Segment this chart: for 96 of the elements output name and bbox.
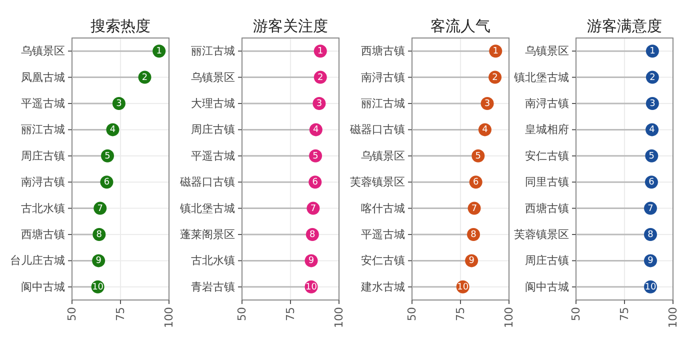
annotation: 10 — [457, 282, 469, 292]
annotation: 2 — [492, 72, 498, 83]
annotation: 8 — [96, 230, 102, 240]
annotation: 9 — [308, 256, 314, 266]
annotation: 2 — [142, 72, 148, 83]
y-tick-label: 平遥古城 — [191, 149, 235, 162]
annotation: 3 — [116, 99, 122, 109]
y-tick-label: 台儿庄古城 — [10, 254, 65, 268]
y-tick-label: 皇城相府 — [525, 123, 569, 136]
y-tick-label: 南浔古镇 — [361, 70, 405, 84]
annotation: 4 — [313, 125, 320, 136]
x-tick-label: 75 — [114, 307, 127, 321]
x-tick-label: 100 — [502, 307, 516, 328]
y-tick-label: 古北水镇 — [191, 254, 235, 268]
annotation: 10 — [306, 282, 318, 292]
annotation: 5 — [312, 151, 318, 162]
annotation: 7 — [97, 204, 103, 214]
y-tick-label: 周庄古镇 — [525, 254, 569, 268]
x-tick-label: 100 — [666, 307, 680, 328]
y-tick-label: 乌镇景区 — [21, 44, 65, 58]
x-tick-label: 50 — [406, 307, 418, 321]
y-tick-label: 丽江古城 — [361, 97, 405, 110]
annotation: 6 — [104, 178, 110, 188]
annotation: 1 — [650, 46, 656, 57]
annotation: 1 — [492, 46, 498, 57]
x-tick-label: 75 — [284, 307, 297, 321]
annotation: 4 — [649, 125, 656, 136]
y-tick-label: 南浔古镇 — [21, 176, 65, 189]
y-tick-label: 安仁古镇 — [361, 254, 405, 268]
x-tick-label: 50 — [570, 307, 582, 321]
annotation: 3 — [316, 99, 322, 109]
y-tick-label: 平遥古城 — [361, 228, 405, 241]
annotation: 1 — [318, 46, 324, 57]
annotation: 2 — [318, 72, 324, 83]
annotation: 1 — [156, 46, 162, 57]
annotation: 6 — [472, 178, 479, 188]
annotation: 5 — [648, 151, 655, 162]
annotation: 7 — [310, 204, 316, 214]
annotation: 6 — [648, 178, 655, 188]
y-tick-label: 丽江古城 — [191, 44, 235, 58]
y-tick-label: 平遥古城 — [21, 97, 65, 110]
annotation: 7 — [648, 204, 654, 214]
annotation: 4 — [110, 125, 116, 136]
y-tick-label: 蓬莱阁景区 — [180, 228, 235, 241]
y-tick-label: 周庄古镇 — [191, 123, 235, 136]
y-tick-label: 芙蓉镇景区 — [350, 176, 405, 189]
x-tick-label: 75 — [454, 307, 467, 321]
y-tick-label: 古北水镇 — [21, 202, 65, 215]
chart-title: 游客关注度 — [253, 17, 328, 35]
y-tick-label: 周庄古镇 — [21, 149, 65, 162]
y-tick-label: 磁器口古镇 — [179, 176, 235, 189]
annotation: 8 — [310, 230, 316, 240]
chart-title: 搜索热度 — [90, 17, 150, 35]
annotation: 8 — [648, 230, 654, 240]
annotation: 6 — [312, 178, 318, 188]
y-tick-label: 镇北堡古城 — [513, 70, 569, 84]
y-tick-label: 丽江古城 — [21, 123, 65, 136]
y-tick-label: 芙蓉镇景区 — [514, 228, 569, 241]
y-tick-label: 阆中古城 — [21, 280, 65, 294]
y-tick-label: 乌镇景区 — [525, 44, 569, 58]
annotation: 9 — [648, 256, 654, 266]
y-tick-label: 青岩古镇 — [191, 280, 235, 294]
y-tick-label: 西塘古镇 — [21, 228, 65, 241]
x-tick-label: 100 — [162, 307, 176, 328]
annotation: 9 — [468, 256, 475, 266]
annotation: 3 — [650, 99, 656, 109]
annotation: 2 — [650, 72, 656, 83]
annotation: 7 — [471, 204, 478, 214]
chart-title: 客流人气 — [430, 17, 490, 35]
y-tick-label: 磁器口古镇 — [349, 123, 405, 136]
annotation: 8 — [470, 230, 477, 240]
y-tick-label: 西塘古镇 — [525, 202, 569, 215]
annotation: 4 — [482, 125, 488, 136]
y-tick-label: 建水古城 — [360, 280, 405, 294]
y-tick-label: 同里古镇 — [525, 176, 569, 189]
x-tick-label: 75 — [618, 307, 631, 321]
x-tick-label: 100 — [332, 307, 346, 328]
y-tick-label: 安仁古镇 — [525, 149, 569, 162]
y-tick-label: 阆中古城 — [525, 280, 569, 294]
annotation: 3 — [484, 99, 490, 109]
y-tick-label: 喀什古城 — [361, 202, 405, 215]
y-tick-label: 大理古城 — [191, 97, 235, 110]
x-tick-label: 50 — [66, 307, 78, 321]
y-tick-label: 乌镇景区 — [361, 149, 405, 162]
y-tick-label: 镇北堡古城 — [179, 202, 235, 215]
y-tick-label: 西塘古镇 — [361, 44, 405, 58]
x-tick-label: 50 — [236, 307, 248, 321]
annotation: 5 — [104, 151, 110, 162]
y-tick-label: 南浔古镇 — [525, 97, 569, 110]
y-tick-label: 乌镇景区 — [191, 70, 235, 84]
chart-title: 游客满意度 — [587, 17, 662, 35]
annotation: 5 — [475, 151, 482, 162]
annotation: 10 — [644, 282, 656, 292]
annotation: 10 — [92, 282, 104, 292]
y-tick-label: 凤凰古城 — [21, 70, 65, 84]
annotation: 9 — [96, 256, 102, 266]
